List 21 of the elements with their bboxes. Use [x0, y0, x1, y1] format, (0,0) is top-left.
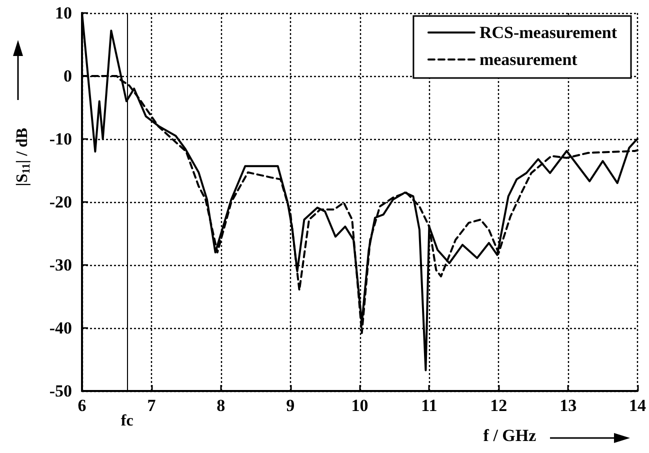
x-tick-label: 6: [78, 396, 86, 415]
y-tick-label: -20: [49, 192, 72, 212]
ref-line-label: fc: [120, 412, 134, 430]
x-tick-label: 10: [351, 396, 368, 415]
y-tick-label: -50: [49, 382, 72, 400]
x-tick-label: 12: [490, 396, 508, 415]
x-tick-label: 9: [286, 396, 295, 415]
x-axis-title: f / GHz: [483, 426, 537, 445]
y-tick-label: 10: [55, 4, 72, 22]
x-tick-label: 11: [421, 396, 438, 415]
x-tick-label: 8: [216, 396, 226, 415]
y-axis-title: |S11| / dB: [14, 128, 32, 186]
y-tick-label: -40: [49, 318, 72, 338]
legend-label: measurement: [479, 50, 578, 69]
y-tick-label: -30: [49, 256, 72, 274]
x-tick-label: 7: [147, 396, 156, 415]
y-tick-label: 0: [64, 66, 72, 86]
x-tick-label: 13: [560, 396, 577, 415]
x-tick-label: 14: [629, 396, 646, 415]
y-tick-label: -10: [49, 130, 72, 148]
legend-label: RCS-measurement: [479, 23, 618, 42]
